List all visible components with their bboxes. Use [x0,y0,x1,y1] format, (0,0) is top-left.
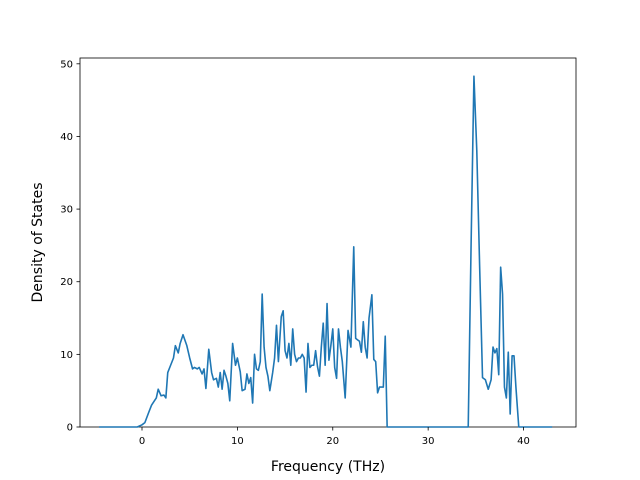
x-axis-label: Frequency (THz) [271,459,385,475]
series-layer [99,75,553,428]
y-axis-ticks: 0 10 20 30 40 50 [60,59,80,434]
x-tick-label: 20 [326,436,339,447]
x-axis-ticks: 0 10 20 30 40 [139,427,530,447]
y-tick-label: 50 [60,59,73,70]
x-tick-label: 30 [422,436,435,447]
y-axis-label: Density of States [30,183,46,303]
x-tick-label: 10 [231,436,244,447]
series-line [99,75,553,428]
y-tick-label: 20 [60,277,73,288]
plot-area [79,57,577,428]
y-tick-label: 40 [60,132,73,143]
y-tick-label: 0 [67,423,73,434]
y-tick-label: 30 [60,205,73,216]
x-tick-label: 40 [517,436,530,447]
y-tick-label: 10 [60,350,73,361]
plot-frame [79,57,577,428]
x-tick-label: 0 [139,436,145,447]
